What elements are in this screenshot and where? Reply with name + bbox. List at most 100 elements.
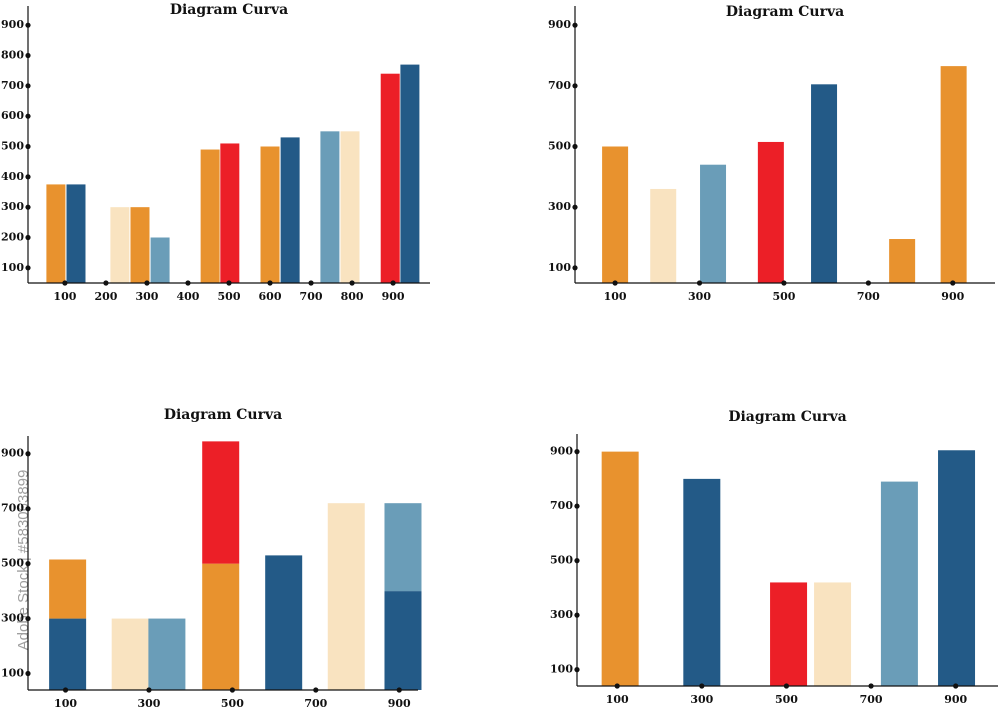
y-tick-label: 700: [1, 502, 24, 515]
x-tick-label: 400: [176, 290, 199, 303]
y-tick-label: 100: [550, 663, 573, 676]
y-tick-dot: [572, 265, 578, 271]
bar-segment: [811, 84, 838, 283]
x-tick-label: 300: [688, 290, 711, 303]
y-tick-dot: [25, 113, 31, 119]
x-tick-label: 300: [137, 697, 160, 709]
x-tick-label: 500: [772, 290, 795, 303]
y-tick-label: 900: [548, 18, 571, 31]
bar-segment: [202, 441, 240, 564]
y-tick-label: 700: [548, 79, 571, 92]
y-tick-label: 500: [1, 557, 24, 570]
bar-segment: [202, 563, 240, 690]
bar-segment: [280, 137, 300, 283]
x-tick-label: 100: [606, 693, 629, 706]
y-tick-label: 200: [1, 231, 24, 244]
bar-segment: [111, 618, 149, 690]
x-tick-dot: [226, 280, 232, 286]
y-tick-dot: [25, 52, 31, 59]
y-tick-dot: [25, 174, 31, 180]
bar-segment: [260, 146, 280, 283]
bar-segment: [320, 131, 340, 283]
x-tick-dot: [146, 687, 152, 693]
y-tick-dot: [25, 22, 31, 28]
x-tick-label: 300: [135, 290, 158, 303]
x-tick-label: 700: [300, 290, 323, 303]
bar-segment: [49, 559, 87, 619]
y-tick-dot: [25, 670, 31, 677]
y-tick-dot: [574, 667, 580, 673]
y-tick-dot: [574, 503, 580, 509]
x-tick-dot: [390, 280, 396, 286]
bar-segment: [110, 207, 130, 283]
bar-segment: [400, 64, 420, 283]
bar-segment: [880, 481, 918, 686]
x-tick-dot: [614, 683, 620, 689]
bar-segment: [601, 451, 639, 686]
y-tick-label: 100: [1, 261, 24, 274]
chart-title: Diagram Curva: [726, 4, 844, 20]
x-tick-dot: [62, 687, 69, 693]
x-tick-dot: [144, 280, 150, 286]
x-tick-dot: [229, 687, 235, 693]
x-tick-label: 100: [604, 290, 627, 303]
x-tick-dot: [699, 683, 705, 689]
y-tick-label: 300: [1, 200, 24, 213]
bar-segment: [770, 582, 808, 686]
x-tick-label: 900: [388, 697, 411, 709]
bar-segment: [940, 66, 967, 283]
y-tick-label: 900: [1, 447, 24, 460]
x-tick-label: 900: [944, 693, 967, 706]
y-tick-dot: [25, 451, 31, 457]
x-tick-dot: [349, 280, 355, 286]
y-tick-dot: [25, 615, 31, 622]
x-tick-label: 700: [860, 693, 883, 706]
x-tick-dot: [396, 687, 402, 693]
bar-segment: [384, 503, 422, 592]
y-tick-dot: [25, 143, 31, 150]
bar-segment: [683, 478, 721, 686]
x-tick-dot: [696, 280, 703, 286]
x-tick-label: 500: [221, 697, 244, 709]
y-tick-label: 700: [1, 79, 24, 92]
bar-segment: [650, 188, 677, 283]
bar-segment: [46, 184, 66, 283]
x-tick-dot: [267, 280, 273, 286]
bar-segment: [200, 149, 220, 283]
y-tick-dot: [25, 83, 31, 89]
x-tick-dot: [868, 683, 874, 689]
x-tick-label: 600: [259, 290, 282, 303]
chart-title: Diagram Curva: [170, 2, 288, 18]
x-tick-dot: [783, 683, 790, 689]
y-tick-dot: [574, 558, 580, 564]
x-tick-dot: [103, 280, 109, 286]
x-tick-dot: [865, 280, 871, 286]
x-tick-label: 200: [94, 290, 117, 303]
x-tick-label: 100: [53, 290, 76, 303]
y-tick-dot: [572, 22, 578, 28]
y-tick-label: 300: [550, 608, 573, 621]
x-tick-dot: [781, 280, 787, 286]
y-tick-dot: [574, 449, 580, 455]
x-tick-dot: [185, 280, 191, 286]
y-tick-dot: [572, 83, 578, 89]
x-tick-dot: [62, 280, 68, 286]
y-tick-label: 700: [550, 499, 573, 512]
y-tick-dot: [572, 204, 578, 210]
y-tick-label: 500: [548, 140, 571, 153]
y-tick-label: 800: [1, 49, 24, 62]
bar-segment: [265, 555, 303, 690]
y-tick-label: 100: [548, 261, 571, 274]
bar-segment: [889, 239, 916, 283]
x-tick-label: 700: [857, 290, 880, 303]
x-tick-label: 500: [775, 693, 798, 706]
bar-segment: [130, 207, 150, 283]
x-tick-dot: [308, 280, 314, 286]
y-tick-dot: [25, 234, 31, 241]
bar-segment: [220, 143, 240, 283]
x-tick-dot: [313, 687, 319, 693]
x-tick-label: 100: [54, 697, 77, 709]
y-tick-label: 500: [1, 140, 24, 153]
